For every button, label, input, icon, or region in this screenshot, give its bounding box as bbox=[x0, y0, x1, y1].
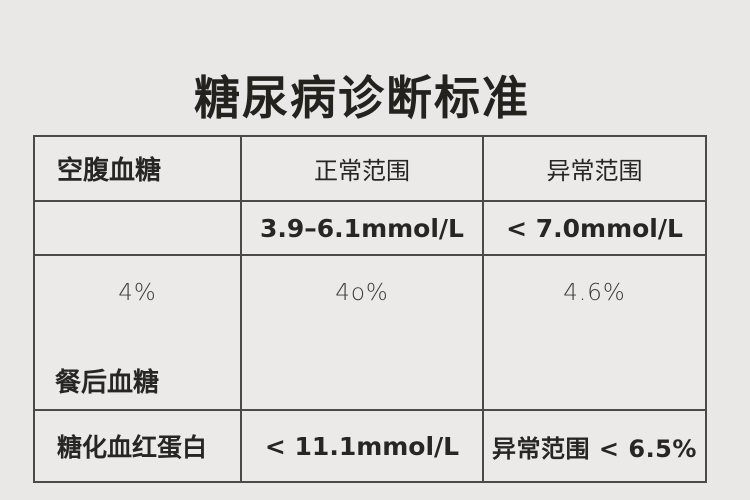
row-label-postprandial-glucose: 餐后血糖 bbox=[55, 368, 160, 398]
cell-glycated-normal-value: < 11.1mmol/L bbox=[242, 411, 484, 481]
header-cell-abnormal-range: 异常范围 bbox=[484, 137, 705, 202]
page-title: 糖尿病诊断标准 bbox=[194, 71, 530, 125]
cell-percent-value-3: 4.6% bbox=[484, 256, 705, 411]
cell-percent-value-1: 4% bbox=[118, 280, 157, 306]
cell-fasting-empty bbox=[35, 202, 242, 256]
cell-percent-value-2: 4o% bbox=[242, 256, 484, 411]
cell-percent-and-postprandial: 4% 餐后血糖 bbox=[35, 256, 242, 411]
cell-fasting-abnormal-value: < 7.0mmol/L bbox=[484, 202, 705, 256]
diagnosis-criteria-table: 空腹血糖 正常范围 异常范围 3.9–6.1mmol/L < 7.0mmol/L… bbox=[33, 135, 707, 483]
cell-glycated-abnormal-value: 异常范围 < 6.5% bbox=[492, 434, 697, 463]
header-cell-fasting-glucose: 空腹血糖 bbox=[35, 137, 242, 202]
row-label-glycated-hemoglobin: 糖化血红蛋白 bbox=[35, 411, 242, 481]
cell-fasting-normal-value: 3.9–6.1mmol/L bbox=[242, 202, 484, 256]
header-cell-normal-range: 正常范围 bbox=[242, 137, 484, 202]
